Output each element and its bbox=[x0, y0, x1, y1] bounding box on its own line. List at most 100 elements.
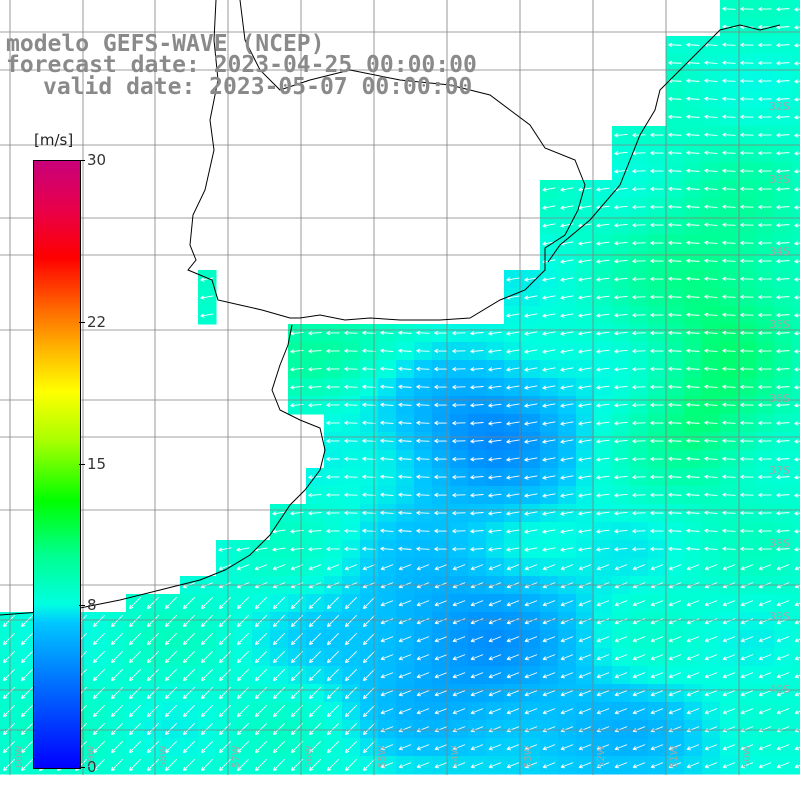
wind-arrow bbox=[362, 402, 376, 408]
wind-arrow bbox=[380, 600, 394, 607]
wind-arrow bbox=[704, 708, 718, 715]
wind-arrow bbox=[794, 602, 800, 607]
latitude-label: 37S bbox=[769, 464, 790, 477]
wind-arrow bbox=[686, 312, 700, 318]
wind-arrow bbox=[200, 759, 213, 772]
wind-arrow bbox=[380, 456, 394, 462]
wind-arrow bbox=[92, 615, 105, 628]
wind-arrow bbox=[650, 168, 664, 174]
wind-arrow bbox=[614, 295, 628, 300]
wind-arrow bbox=[650, 240, 664, 246]
colorbar-tick-label: 22 bbox=[87, 312, 107, 331]
wind-arrow bbox=[218, 564, 232, 571]
wind-arrow bbox=[362, 615, 375, 628]
wind-arrow bbox=[722, 6, 736, 12]
wind-arrow bbox=[740, 96, 754, 102]
wind-arrow bbox=[218, 759, 231, 772]
wind-arrow bbox=[740, 456, 754, 462]
wind-arrow bbox=[794, 223, 800, 228]
wind-arrow bbox=[218, 687, 231, 700]
wind-arrow bbox=[506, 493, 520, 498]
wind-arrow bbox=[758, 618, 772, 625]
wind-arrow bbox=[794, 403, 800, 408]
wind-arrow bbox=[200, 669, 213, 682]
wind-arrow bbox=[524, 349, 538, 354]
wind-arrow bbox=[452, 492, 466, 498]
latitude-label: 39S bbox=[769, 610, 790, 623]
wind-arrow bbox=[344, 366, 358, 372]
wind-arrow bbox=[794, 367, 800, 372]
wind-arrow bbox=[704, 96, 718, 102]
wind-arrow bbox=[758, 330, 772, 336]
wind-arrow bbox=[470, 421, 484, 426]
wind-arrow bbox=[452, 618, 466, 625]
wind-arrow bbox=[182, 597, 195, 610]
wind-arrow bbox=[668, 384, 682, 390]
wind-arrow bbox=[740, 618, 754, 625]
wind-arrow bbox=[524, 295, 538, 300]
wind-arrow bbox=[380, 438, 394, 444]
wind-arrow bbox=[686, 690, 700, 697]
wind-arrow bbox=[776, 330, 790, 336]
wind-arrow bbox=[200, 313, 214, 318]
wind-arrow bbox=[650, 366, 664, 372]
wind-arrow bbox=[164, 741, 177, 754]
wind-arrow bbox=[488, 367, 502, 372]
wind-arrow bbox=[650, 420, 664, 426]
wind-arrow bbox=[470, 600, 484, 607]
wind-arrow bbox=[470, 708, 484, 715]
wind-arrow bbox=[740, 312, 754, 318]
wind-arrow bbox=[452, 384, 466, 390]
wind-arrow bbox=[704, 528, 718, 534]
wind-arrow bbox=[470, 564, 484, 571]
wind-arrow bbox=[596, 564, 610, 571]
wind-arrow bbox=[236, 687, 249, 700]
wind-arrow bbox=[794, 547, 800, 552]
wind-arrow bbox=[362, 546, 376, 552]
wind-arrow bbox=[668, 474, 682, 480]
wind-arrow bbox=[704, 240, 718, 246]
wind-arrow bbox=[218, 741, 231, 754]
wind-arrow bbox=[470, 385, 484, 390]
colorbar-unit: [m/s] bbox=[34, 131, 74, 149]
wind-arrow bbox=[722, 204, 736, 210]
wind-arrow bbox=[614, 457, 628, 462]
wind-arrow bbox=[20, 651, 33, 664]
wind-arrow bbox=[560, 295, 574, 300]
wind-arrow bbox=[614, 744, 628, 751]
wind-arrow bbox=[632, 510, 646, 516]
wind-arrow bbox=[506, 600, 520, 607]
wind-arrow bbox=[344, 687, 357, 700]
wind-arrow bbox=[542, 367, 556, 372]
wind-arrow bbox=[776, 402, 790, 408]
wind-arrow bbox=[398, 564, 412, 571]
wind-arrow bbox=[272, 615, 285, 628]
wind-arrow bbox=[272, 529, 286, 534]
wind-arrow bbox=[542, 421, 556, 426]
wind-arrow bbox=[344, 759, 357, 772]
wind-arrow bbox=[398, 420, 412, 426]
wind-arrow bbox=[578, 421, 592, 426]
wind-arrow bbox=[614, 223, 628, 228]
wind-arrow bbox=[344, 705, 357, 718]
wind-arrow bbox=[380, 690, 394, 697]
wind-arrow bbox=[560, 690, 574, 697]
wind-arrow bbox=[272, 511, 286, 516]
wind-arrow bbox=[632, 312, 646, 318]
wind-arrow bbox=[506, 385, 520, 390]
wind-arrow bbox=[578, 439, 592, 444]
wind-arrow bbox=[524, 564, 538, 571]
wind-arrow bbox=[506, 654, 520, 661]
wind-arrow bbox=[614, 564, 628, 571]
wind-arrow bbox=[704, 60, 718, 66]
colorbar-tick-mark bbox=[79, 605, 85, 607]
wind-arrow bbox=[632, 366, 646, 372]
wind-arrow bbox=[344, 420, 358, 426]
wind-arrow bbox=[722, 168, 736, 174]
wind-arrow bbox=[542, 205, 556, 210]
wind-arrow bbox=[596, 690, 610, 697]
wind-arrow bbox=[452, 456, 466, 462]
wind-arrow bbox=[578, 457, 592, 462]
wind-arrow bbox=[776, 510, 790, 516]
wind-arrow bbox=[416, 420, 430, 426]
